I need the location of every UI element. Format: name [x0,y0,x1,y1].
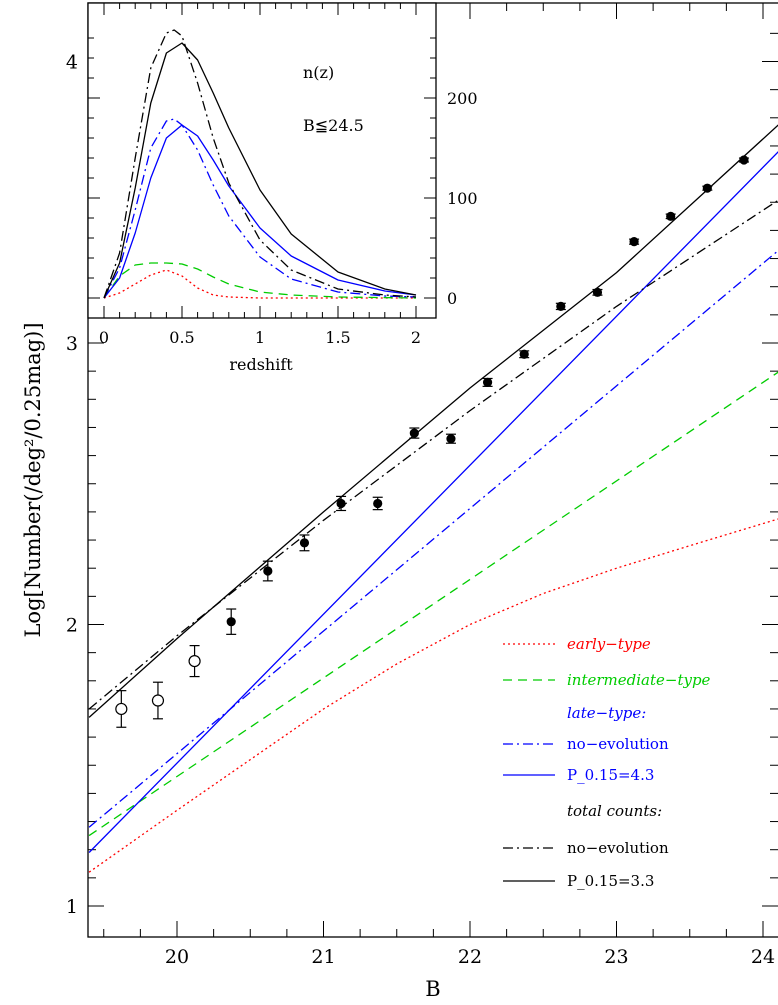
x-tick-label: 20 [165,946,189,968]
y-tick-label: 3 [66,333,78,355]
inset-frame [87,2,437,319]
inset-series-line-late-evol [103,124,417,299]
legend-label: P_0.15=3.3 [567,872,654,890]
data-point-filled [519,349,529,359]
inset-x-tick-label: 1.5 [325,328,350,347]
legend-label: late−type: [567,704,646,722]
legend-label: early−type [567,635,651,653]
inset-y-tick-label: 0 [447,289,457,308]
series-group [88,124,778,873]
series-line-late-evol [88,151,778,853]
inset-y-tick-label: 100 [447,189,478,208]
series-line-late-noevol [88,249,778,828]
data-point-filled [482,377,493,388]
inset-plot: 0 0.5 1 1.5 2 0 100 200 redshift n(z) B≦24.5 [87,2,478,374]
data-point-open [151,694,165,707]
data-point-filled [263,566,273,576]
series-line-total-evol [88,124,778,718]
data-point-filled [702,183,712,193]
legend-label: no−evolution [567,839,669,857]
data-point-open [115,702,128,716]
data-point-filled [409,428,419,438]
inset-series-line-late-noevol [103,118,417,299]
data-point-filled [666,211,676,221]
legend: early−type intermediate−type late−type: no−… [503,635,711,890]
data-point-open [188,654,201,668]
data-point-filled [373,498,383,509]
inset-series-line-total-evol [103,42,417,299]
x-tick-label: 22 [458,946,482,968]
y-tick-label: 4 [66,52,78,74]
inset-x-tick-label: 1 [255,328,265,347]
data-point-filled [226,617,236,627]
series-line-intermediate [88,371,778,837]
x-tick-label: 23 [604,946,628,968]
x-tick-label: 24 [751,946,775,968]
data-point-filled [446,434,456,444]
inset-series-line-total-noevol [103,29,417,299]
y-axis-label: Log[Number(/deg²/0.25mag)] [21,322,45,637]
inset-subtitle: B≦24.5 [303,116,364,135]
data-point-filled [336,498,346,509]
x-tick-label: 21 [311,946,335,968]
x-axis-label: B [425,977,440,1001]
data-point-filled [739,155,749,165]
main-plot: 20 21 22 23 241234BLog[Number(/deg²/0.25mag)… [21,2,778,1001]
inset-series-line-early [103,269,416,299]
data-point-filled [299,538,310,548]
inset-x-tick-label: 0 [99,328,109,347]
series-line-early [88,518,778,873]
legend-label: intermediate−type [567,671,711,689]
inset-x-tick-label: 2 [411,328,421,347]
inset-series-line-intermediate [103,262,417,299]
inset-title: n(z) [303,63,334,82]
data-point-filled [556,301,566,312]
legend-label: no−evolution [567,735,669,753]
legend-label: total counts: [567,802,662,820]
data-point-filled [629,237,639,247]
y-tick-label: 1 [66,896,78,918]
series-line-total-noevol [88,199,778,710]
data-point-filled [592,287,603,297]
y-tick-label: 2 [66,615,78,637]
inset-x-axis-label: redshift [229,355,293,374]
inset-x-tick-label: 0.5 [169,328,194,347]
legend-label: P_0.15=4.3 [567,766,654,784]
inset-y-tick-label: 200 [447,89,478,108]
